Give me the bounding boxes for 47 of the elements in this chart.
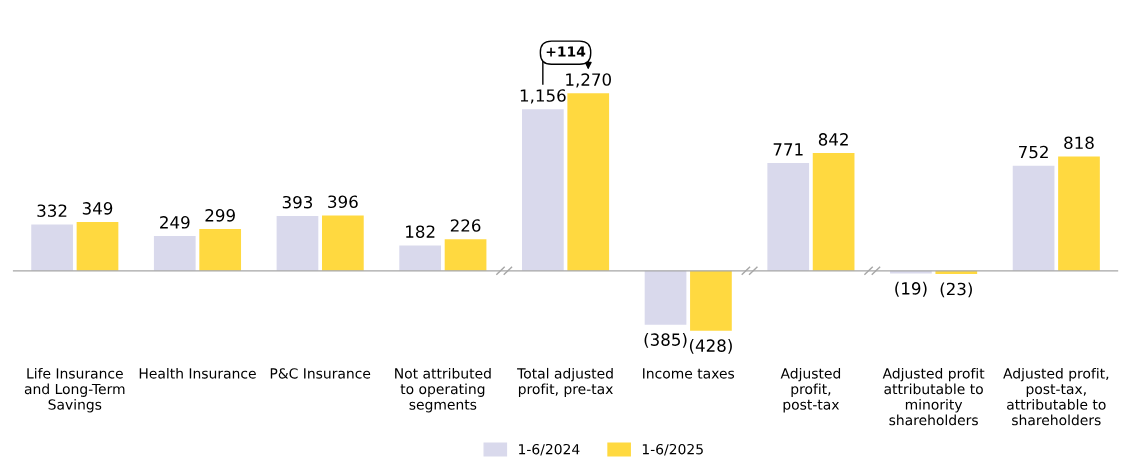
bar xyxy=(812,153,855,271)
bar xyxy=(444,239,487,271)
data-label: 1,156 xyxy=(520,89,566,104)
bar xyxy=(690,270,732,331)
data-label: (23) xyxy=(940,282,972,298)
data-label: 396 xyxy=(328,195,358,209)
data-label: 349 xyxy=(82,202,113,215)
bar xyxy=(399,245,442,271)
x-tick-label: Total adjusted profit, pre-tax xyxy=(517,367,613,397)
data-label: 752 xyxy=(1019,145,1048,159)
data-label: 332 xyxy=(37,204,67,218)
bar xyxy=(276,215,319,271)
data-label: 226 xyxy=(450,219,481,232)
x-tick-label: Adjusted profit attributable to minority shareholders xyxy=(882,367,985,426)
x-tick-label: Income taxes xyxy=(643,368,735,379)
bar xyxy=(199,229,242,271)
x-tick-label: Not attributed to operating segments xyxy=(395,367,491,413)
data-label: 771 xyxy=(773,143,803,156)
bar xyxy=(322,215,364,271)
bar xyxy=(567,93,610,271)
data-label: 842 xyxy=(818,133,848,146)
bar xyxy=(935,270,978,275)
legend-label: 1-6/2025 xyxy=(642,443,703,456)
data-label: 182 xyxy=(406,225,435,238)
data-label: (19) xyxy=(895,281,927,297)
bar xyxy=(153,236,196,271)
x-tick-label: Health Insurance xyxy=(139,367,256,379)
x-tick-label: Adjusted profit, post-tax xyxy=(780,367,841,413)
bar xyxy=(76,222,119,271)
bar xyxy=(521,109,564,271)
legend-label: 1-6/2024 xyxy=(519,443,580,456)
bar xyxy=(1012,165,1055,271)
data-label: (385) xyxy=(644,333,687,348)
data-label: 393 xyxy=(282,195,313,209)
bar xyxy=(767,163,810,271)
data-label: 249 xyxy=(160,216,190,229)
bar xyxy=(31,224,73,271)
data-label: 1,270 xyxy=(566,73,611,88)
data-label: 818 xyxy=(1064,136,1094,150)
x-tick-label: Life Insurance and Long-Term Savings xyxy=(24,367,125,413)
annotation: +114 xyxy=(546,46,586,57)
x-tick-label: P&C Insurance xyxy=(270,368,371,379)
data-label: 299 xyxy=(205,209,235,222)
data-label: (428) xyxy=(689,339,732,354)
bar xyxy=(644,270,687,325)
bar xyxy=(1058,156,1100,271)
x-tick-label: Adjusted profit, post-tax, attributable to shareholders xyxy=(1003,367,1109,426)
